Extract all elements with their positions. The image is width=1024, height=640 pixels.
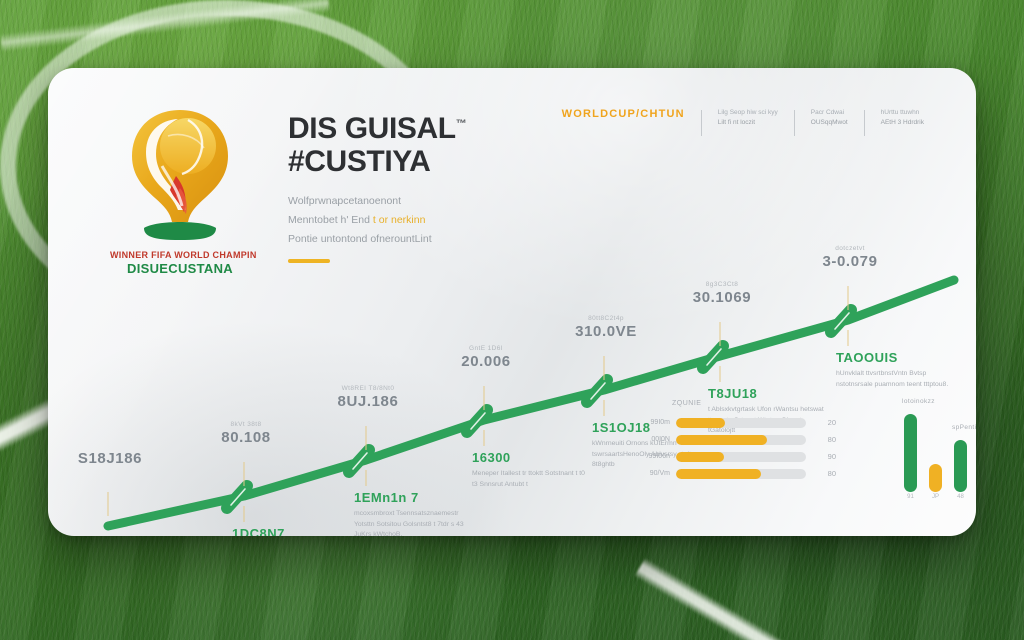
- timeline-node-label-top: 8g3C3Ct8 30.1069: [676, 280, 768, 306]
- progress-bar-fill: [676, 468, 761, 479]
- progress-bar-value: 80: [827, 469, 836, 478]
- nav-item-2-line1: Pacr Cdwai: [810, 109, 845, 116]
- nav-item-1[interactable]: Lilg Seop hiw sci kyy Lilt fi nt loczit: [702, 108, 794, 128]
- mini-chart-bars: [904, 414, 976, 492]
- nav-item-1-line2: Lilt fi nt loczit: [717, 119, 756, 126]
- progress-bar-row[interactable]: 99I06n 90: [630, 448, 836, 465]
- subtitle-block: Wolfprwnapcetanoenont Menntobet h' End t…: [288, 192, 648, 249]
- timeline-node-caption: 8kVt 38t8: [230, 421, 262, 428]
- nav-divider-1: [700, 110, 702, 136]
- nav-primary-label: WORLDCUP/CHTUN: [561, 108, 685, 120]
- progress-bar-row[interactable]: 99I0m 20: [630, 414, 836, 431]
- timeline-node-value: 8UJ.186: [337, 393, 399, 410]
- timeline-node-caption: 80tt8C2t4p: [588, 315, 624, 322]
- accent-bar: [288, 259, 330, 263]
- progress-bar-row[interactable]: 00I0N 80: [630, 431, 836, 448]
- progress-bar-label: 90/Vm: [649, 470, 670, 477]
- logo-caption-top: WINNER FIFA WORLD CHAMPIN: [110, 250, 257, 260]
- subtitle-line-2-accent: t or nerkinn: [372, 214, 426, 226]
- nav-item-3-line2: AEtH 3 Hdrdrik: [880, 119, 924, 126]
- progress-bar-value: 90: [827, 452, 836, 461]
- nav-divider-3: [863, 110, 865, 136]
- timeline-node-heading: 1DC8N7: [232, 526, 285, 536]
- timeline-node-value: 80.108: [221, 429, 271, 446]
- progress-bar-value: 20: [827, 418, 836, 427]
- timeline-node-label-top: S18J186: [64, 450, 156, 467]
- world-cup-trophy-logo: WINNER FIFA WORLD CHAMPIN DISUECUSTANA: [110, 102, 257, 292]
- subtitle-line-2: Menntobet h' End t or nerkinn: [288, 211, 648, 230]
- progress-bar-track: [676, 434, 806, 445]
- timeline-node-body: Meneper Itallest tr ttoktt Sotstnant t t…: [472, 470, 585, 488]
- progress-bar-track: [676, 451, 806, 462]
- progress-bar-value: 80: [827, 435, 836, 444]
- subtitle-line-3: Pontie untontond ofnerountLint: [288, 233, 432, 245]
- mini-chart-ticks: 91JP481u: [904, 494, 976, 500]
- logo-caption-bottom: DISUECUSTANA: [127, 261, 233, 276]
- timeline-node-label-top: 80tt8C2t4p 310.0VE: [560, 314, 652, 340]
- timeline-node-caption: Wt8REI T8/8Nt0: [341, 385, 395, 392]
- infographic-card: WINNER FIFA WORLD CHAMPIN DISUECUSTANA D…: [48, 68, 976, 536]
- page-title-line1: DIS GUISAL™: [288, 108, 648, 145]
- progress-bar-track: [676, 468, 806, 479]
- timeline-node-value: 30.1069: [692, 289, 752, 306]
- top-navigation: WORLDCUP/CHTUN Lilg Seop hiw sci kyy Lil…: [546, 108, 940, 136]
- trophy-icon: [132, 110, 228, 240]
- nav-item-2-line2: OUSqqMwot: [810, 119, 848, 126]
- trademark-symbol: ™: [455, 118, 467, 130]
- nav-item-primary[interactable]: WORLDCUP/CHTUN: [546, 108, 701, 120]
- timeline-node-heading: 1EMn1n 7: [354, 490, 419, 505]
- timeline-node-label-bottom[interactable]: 1DC8N7Dtward Hsriarbr r Stows Dlywit ate…: [232, 526, 360, 536]
- progress-bar-label: 99I0m: [650, 419, 670, 426]
- timeline-node-value: S18J186: [77, 450, 143, 467]
- nav-item-3-line1: hUrttu ttuwhn: [880, 109, 920, 116]
- timeline-node-heading: TAOOUIS: [836, 350, 898, 365]
- progress-bar-fill: [676, 434, 767, 445]
- mini-chart-bar-column[interactable]: [904, 414, 917, 492]
- mini-chart-bar: [904, 414, 917, 492]
- mini-chart-bar-column[interactable]: [954, 440, 967, 492]
- mini-chart-tick-label: JP: [931, 494, 939, 500]
- progress-panel-title: ZQUNIE: [672, 400, 702, 407]
- nav-item-2[interactable]: Pacr Cdwai OUSqqMwot: [795, 108, 864, 128]
- timeline-node-heading: 16300: [472, 450, 511, 465]
- mini-chart-label-a: lotoinokzz: [902, 398, 935, 405]
- timeline-node-caption: 8g3C3Ct8: [705, 281, 739, 288]
- timeline-node-body: mcoxsmbroxt Tsennsatsznaemestr Yotsttn S…: [354, 510, 464, 536]
- nav-item-3[interactable]: hUrttu ttuwhn AEtH 3 Hdrdrik: [865, 108, 940, 128]
- timeline-node-label-bottom[interactable]: TAOOUIS hUnvklalt ttvsrtbnstVntn Bvtsp ns…: [836, 350, 964, 390]
- card-header: WINNER FIFA WORLD CHAMPIN DISUECUSTANA D…: [48, 68, 976, 276]
- subtitle-line-1: Wolfprwnapcetanoenont: [288, 195, 402, 207]
- subtitle-line-2-text: Menntobet h' End: [288, 214, 370, 226]
- progress-bar-label: 99I06n: [648, 453, 670, 460]
- progress-bars-panel: ZQUNIE 99I0m 20 00I0N 80 99I06n 90 90/Vm 80: [630, 400, 836, 482]
- timeline-node-value: 20.006: [461, 353, 511, 370]
- page-title-line2: #CUSTIYA: [288, 145, 431, 178]
- timeline-node-label-top: 8kVt 38t8 80.108: [200, 420, 292, 446]
- page-title-text: DIS GUISAL: [288, 112, 456, 145]
- mini-chart-bar-column[interactable]: [929, 464, 942, 492]
- progress-bar-fill: [676, 417, 726, 428]
- progress-bar-row[interactable]: 90/Vm 80: [630, 465, 836, 482]
- nav-item-1-line1: Lilg Seop hiw sci kyy: [717, 109, 778, 116]
- mini-chart-label-b: spPentieua: [952, 424, 976, 431]
- timeline-node-label-top: GntE 1D6I 20.006: [440, 344, 532, 370]
- timeline-node-value: 310.0VE: [575, 323, 637, 340]
- mini-chart-bar: [954, 440, 967, 492]
- progress-bar-fill: [676, 451, 725, 462]
- timeline-node-label-bottom[interactable]: 16300 Meneper Itallest tr ttoktt Sotstnan…: [472, 450, 600, 490]
- timeline-node-label-top: Wt8REI T8/8Nt0 8UJ.186: [322, 384, 414, 410]
- mini-chart-tick-label: 91: [907, 494, 914, 500]
- mini-bar-chart-panel: lotoinokzz spPentieua 91JP481u: [900, 398, 976, 508]
- nav-divider-2: [793, 110, 795, 136]
- timeline-node-label-bottom[interactable]: 1EMn1n 7 mcoxsmbroxt Tsennsatsznaemestr Y…: [354, 490, 482, 536]
- progress-bar-label: 00I0N: [651, 436, 670, 443]
- timeline-node-caption: GntE 1D6I: [469, 345, 503, 352]
- timeline-node-body: hUnvklalt ttvsrtbnstVntn Bvtsp nstotnsrs…: [836, 370, 949, 388]
- mini-chart-bar: [929, 464, 942, 492]
- progress-bar-rows: 99I0m 20 00I0N 80 99I06n 90 90/Vm 80: [630, 414, 836, 482]
- timeline-node-heading: T8JU18: [708, 386, 758, 401]
- title-block: DIS GUISAL™ #CUSTIYA Wolfprwnapcetanoeno…: [288, 108, 648, 263]
- mini-chart-tick-label: 48: [957, 494, 964, 500]
- progress-bar-track: [676, 417, 806, 428]
